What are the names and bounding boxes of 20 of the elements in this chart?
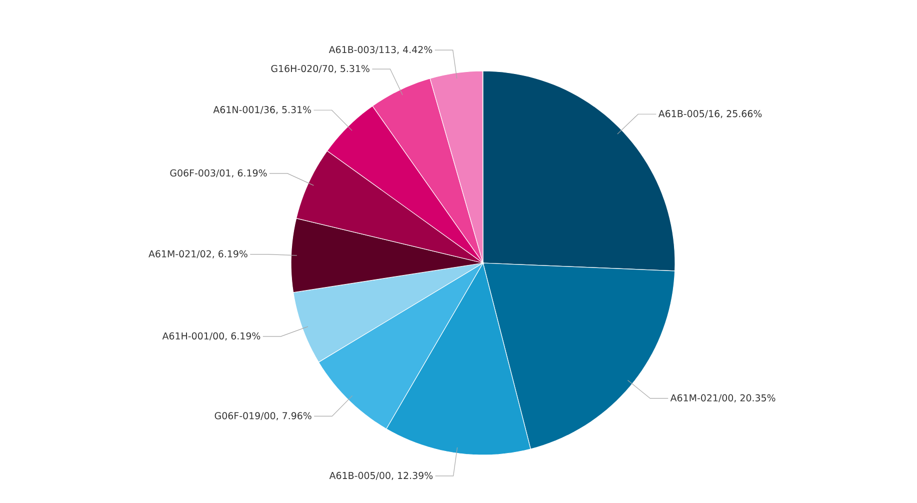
- slice-label: G16H-020/70: [271, 64, 334, 73]
- slice-label: A61B-003/113: [328, 46, 396, 54]
- slice-label: A61M-021/02: [148, 250, 211, 258]
- slice-label: G06F-003/01: [170, 169, 230, 178]
- data-label: , 5.31%: [334, 64, 370, 74]
- slice-label: A61B-005/16: [658, 110, 720, 118]
- slice-label: A61N-001/36: [213, 106, 275, 114]
- data-label: , 6.19%: [212, 250, 248, 258]
- data-label: , 7.96%: [276, 412, 312, 420]
- data-label: , 6.19%: [225, 332, 260, 340]
- data-label: , 12.39%: [392, 472, 433, 480]
- slice-label: A61M-021/00: [670, 394, 734, 402]
- data-label: , 4.42%: [397, 46, 432, 54]
- slice-label: G06F-019/00: [214, 412, 276, 420]
- slice-label: A61B-005/00: [329, 472, 390, 480]
- data-label: , 25.66%: [720, 110, 762, 118]
- data-label: , 20.35%: [734, 394, 776, 402]
- slice-label: A61H-001/00: [162, 332, 224, 340]
- data-label: , 6.19%: [232, 169, 267, 178]
- data-label: , 5.31%: [276, 106, 312, 114]
